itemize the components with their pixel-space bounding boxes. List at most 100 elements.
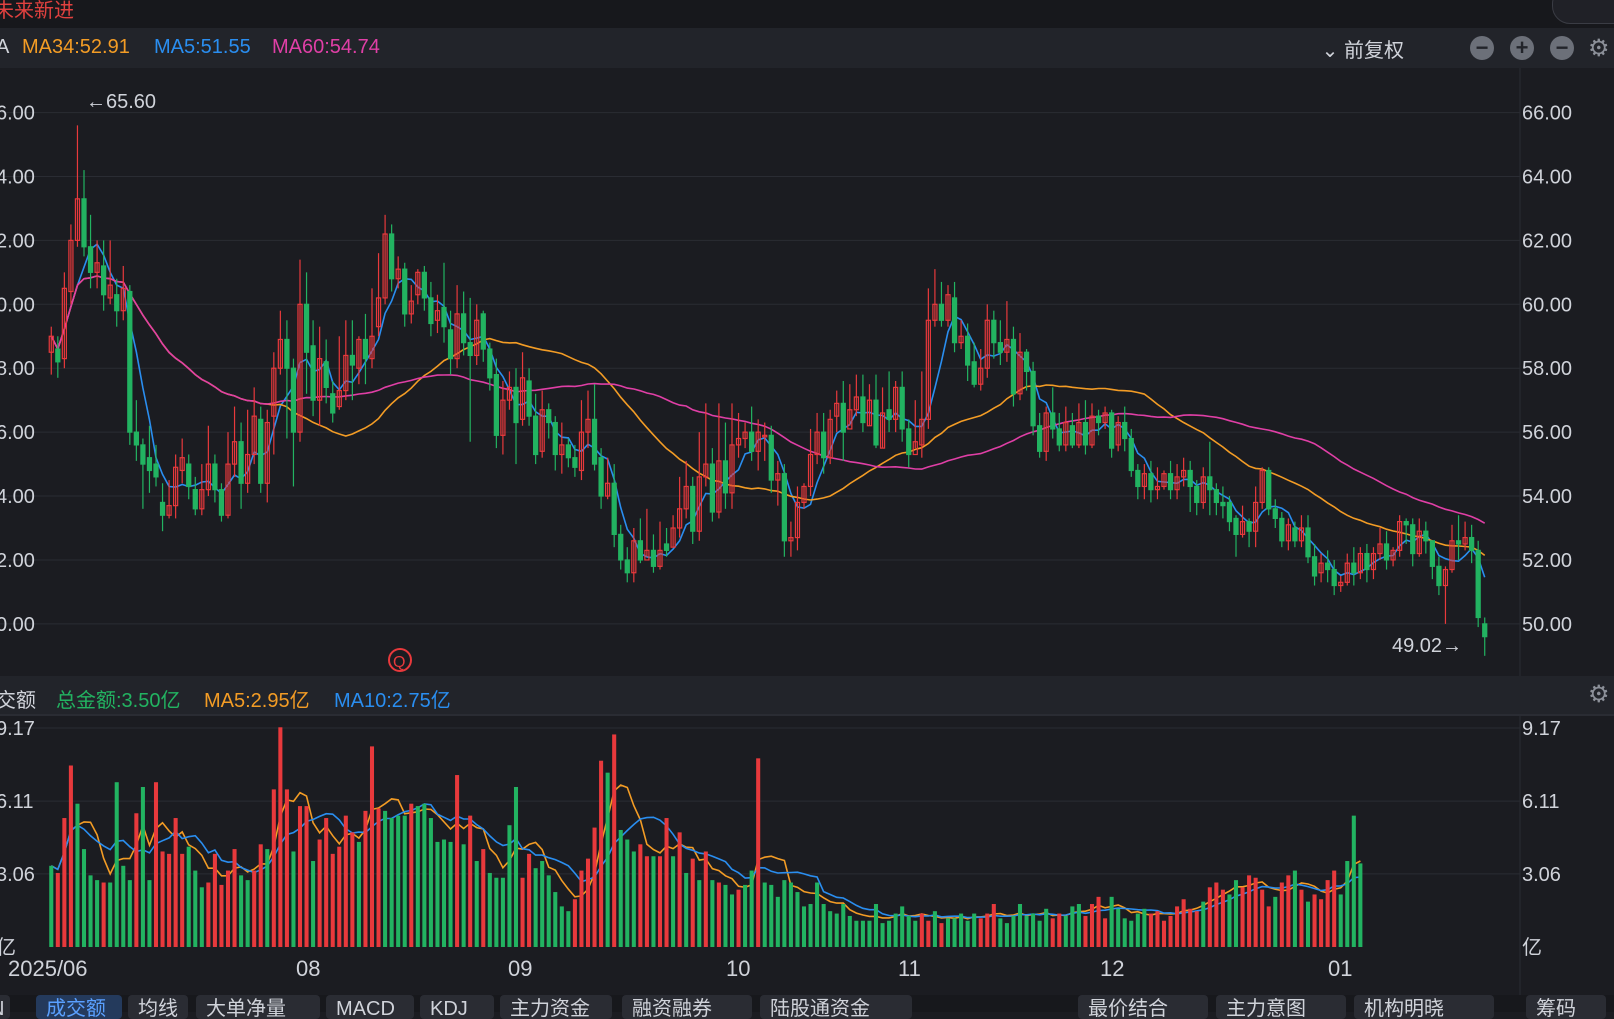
candle-down (1383, 543, 1390, 561)
kline-chart[interactable]: 6.00 66.00 4.00 64.00 2.00 62.00 0.00 60.00 8.00… (0, 68, 1614, 1012)
right-price-tick: 58.00 (1522, 358, 1572, 380)
event-marker-label: Q (393, 654, 405, 671)
volume-bar (1135, 913, 1140, 947)
candle-down (1246, 521, 1252, 532)
volume-bar (199, 887, 204, 947)
volume-bar (225, 870, 231, 947)
candle-up (696, 476, 702, 532)
volume-bar (127, 880, 132, 947)
volume-bar (782, 880, 787, 947)
candle-up (631, 540, 637, 574)
candle-down (1213, 489, 1219, 504)
volume-bar (1096, 896, 1101, 947)
volume-bar (1148, 913, 1153, 947)
indicator-tab[interactable]: 最价结合 (1078, 995, 1208, 1019)
volume-bar (1319, 899, 1324, 947)
indicator-tab[interactable]: 成交额 (36, 995, 122, 1019)
candle-down (1364, 552, 1370, 571)
candle-down (212, 463, 218, 491)
candle-down (886, 409, 892, 420)
candle-down (1475, 549, 1481, 619)
volume-bar (520, 877, 525, 947)
volume-bar (1351, 815, 1356, 947)
candle-up (788, 536, 794, 542)
candle-down (1351, 562, 1357, 574)
zoom-out-icon[interactable]: − (1470, 36, 1494, 60)
indicator-tab[interactable]: 大单净量 (196, 995, 320, 1019)
volume-bar (1044, 908, 1049, 947)
candle-down (1266, 469, 1272, 510)
collapse-icon[interactable]: − (1550, 36, 1574, 60)
candle-up (1462, 536, 1468, 545)
candle-up (61, 287, 67, 360)
indicator-tab[interactable]: 陆股通资金 (760, 995, 912, 1019)
candle-up (382, 233, 388, 299)
volume-bar (481, 849, 486, 947)
volume-ma10: MA10:2.75亿 (334, 690, 451, 712)
candle-up (454, 313, 460, 360)
candle-up (1416, 530, 1422, 555)
volume-bar (343, 815, 348, 947)
candle-down (1187, 469, 1193, 488)
adjust-dropdown[interactable]: ⌄ 前复权 (1322, 34, 1404, 63)
volume-bar (945, 918, 951, 947)
candle-up (1076, 421, 1082, 446)
volume-bar (873, 904, 879, 947)
volume-bar (893, 913, 898, 947)
volume-bar (533, 868, 538, 947)
volume-bar (383, 810, 388, 947)
window-corner-control[interactable] (1552, 0, 1614, 24)
candle-down (1030, 370, 1036, 427)
moving-average-lines (50, 243, 1486, 578)
right-volume-tick: 6.11 (1522, 791, 1559, 813)
candle-up (1004, 338, 1010, 353)
candle-down (781, 473, 787, 542)
candle-up (670, 527, 676, 548)
candle-up (474, 319, 480, 357)
indicator-tab[interactable]: 主力资金 (500, 995, 612, 1019)
volume-bar (762, 882, 767, 947)
candle-down (899, 386, 905, 430)
indicator-tab[interactable]: 机构明晓 (1354, 995, 1494, 1019)
indicator-tab[interactable]: KDJ (420, 995, 494, 1019)
volume-bar (396, 815, 401, 947)
volume-bar (186, 846, 191, 947)
candle-down (284, 338, 290, 369)
volume-bar (68, 765, 73, 947)
event-marker-icon[interactable] (388, 648, 412, 672)
ma60-line (50, 275, 1486, 524)
indicator-tab[interactable]: 均线 (128, 995, 188, 1019)
candle-up (173, 466, 179, 507)
candle-up (677, 508, 683, 529)
volume-bar (690, 858, 695, 947)
indicator-tab[interactable]: 融资融券 (622, 995, 752, 1019)
volume-bar (664, 818, 669, 947)
indicator-tab[interactable]: 筹码 (1526, 995, 1606, 1019)
volume-bar (239, 875, 244, 947)
volume-bar (160, 851, 165, 947)
indicator-tab[interactable]: MACD (326, 995, 414, 1019)
indicator-tab[interactable]: 主力意图 (1216, 995, 1346, 1019)
volume-bar (1260, 889, 1265, 947)
volume-bar (304, 806, 309, 947)
gear-icon[interactable]: ⚙ (1588, 35, 1610, 62)
volume-bar (494, 877, 499, 947)
indicator-tab[interactable]: N (0, 995, 10, 1019)
candle-up (1344, 562, 1350, 583)
volume-gear-icon[interactable]: ⚙ (1588, 681, 1610, 708)
volume-bar (1129, 920, 1134, 947)
volume-bar (998, 918, 1003, 947)
candle-up (879, 412, 886, 449)
volume-bar (180, 853, 185, 947)
left-price-tick: 2.00 (0, 230, 35, 252)
volume-bar (631, 851, 636, 947)
volume-bar (1142, 908, 1147, 947)
volume-bar (147, 880, 152, 947)
volume-bar (769, 884, 774, 947)
right-price-tick: 56.00 (1522, 422, 1572, 444)
volume-bar (461, 844, 466, 947)
candle-up (1174, 476, 1180, 491)
candle-down (1469, 536, 1475, 551)
zoom-in-icon[interactable]: + (1510, 36, 1534, 60)
volume-bar (114, 782, 119, 947)
